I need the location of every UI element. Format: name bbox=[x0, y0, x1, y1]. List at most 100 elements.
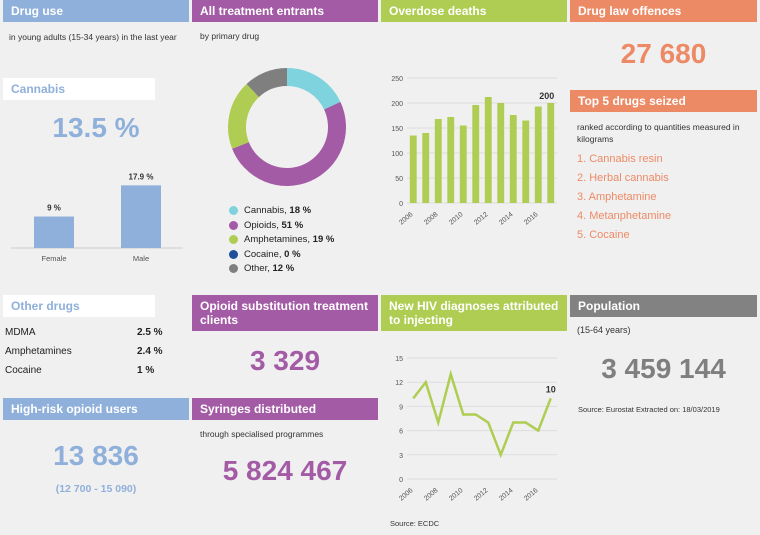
bar-female-value: 9 % bbox=[47, 204, 61, 213]
seized-header: Top 5 drugs seized bbox=[570, 90, 757, 112]
law-value: 27 680 bbox=[620, 38, 707, 69]
overdose-bar bbox=[422, 133, 430, 203]
legend-swatch bbox=[229, 235, 238, 244]
legend-label: Cocaine, bbox=[244, 248, 285, 260]
opioid-sub-title: Opioid substitution treatment clients bbox=[200, 299, 368, 327]
high-risk-range: (12 700 - 15 090) bbox=[55, 483, 137, 495]
legend-percent: 0 % bbox=[284, 248, 301, 260]
overdose-bar bbox=[459, 125, 467, 203]
legend-percent: 18 % bbox=[289, 205, 312, 216]
bar-male-label: Male bbox=[133, 254, 149, 263]
syringes-title: Syringes distributed bbox=[200, 402, 317, 416]
population-header: Population bbox=[570, 295, 757, 317]
overdose-bar bbox=[547, 103, 555, 203]
x-tick-label: 2014 bbox=[498, 211, 515, 226]
other-drug-name: Amphetamines bbox=[5, 346, 72, 357]
overdose-bar bbox=[522, 120, 530, 203]
y-tick-label: 9 bbox=[399, 404, 403, 411]
hiv-header: New HIV diagnoses attributed to injectin… bbox=[381, 295, 567, 331]
population-subtitle: (15-64 years) bbox=[577, 325, 631, 335]
y-tick-label: 12 bbox=[395, 380, 403, 387]
x-tick-label: 2010 bbox=[448, 211, 465, 226]
high-risk-title: High-risk opioid users bbox=[11, 402, 138, 416]
overdose-bar bbox=[472, 105, 480, 203]
bar-female bbox=[34, 216, 74, 248]
y-tick-label: 200 bbox=[391, 101, 403, 108]
treatment-subtitle: by primary drug bbox=[200, 31, 260, 41]
legend-percent: 19 % bbox=[312, 234, 335, 245]
legend-swatch bbox=[229, 249, 238, 259]
legend-item: Amphetamines, 19 % bbox=[229, 234, 334, 245]
hiv-line-chart: 0 3 6 9 12 15 2006 2008 2010 2012 2014 2016 10 bbox=[395, 356, 557, 503]
hiv-title: New HIV diagnoses attributed to injectin… bbox=[389, 299, 559, 327]
seized-item: 3. Amphetamine bbox=[577, 191, 657, 203]
y-tick-label: 0 bbox=[399, 201, 403, 208]
legend-label: Other, bbox=[244, 263, 273, 274]
hiv-series-line bbox=[412, 369, 552, 459]
y-tick-label: 3 bbox=[399, 453, 403, 460]
legend-label: Amphetamines, bbox=[244, 234, 313, 245]
overdose-bar bbox=[534, 106, 542, 203]
treatment-donut-chart bbox=[228, 68, 346, 186]
hiv-source: Source: ECDC bbox=[390, 519, 440, 528]
syringes-header: Syringes distributed bbox=[192, 398, 378, 420]
x-tick-label: 2012 bbox=[473, 487, 490, 502]
donut-slice-other bbox=[246, 68, 288, 98]
x-tick-label: 2006 bbox=[398, 211, 415, 226]
seized-subtitle: ranked according to quantities measured … bbox=[577, 122, 740, 144]
donut-slices bbox=[228, 68, 346, 186]
other-drug-value: 2.4 % bbox=[137, 346, 163, 357]
seized-item: 4. Metanphetamine bbox=[577, 210, 672, 222]
seized-item: 2. Herbal cannabis bbox=[577, 172, 669, 184]
overdose-bar bbox=[447, 117, 455, 203]
seized-title: Top 5 drugs seized bbox=[578, 94, 686, 108]
legend-item: Cocaine, 0 % bbox=[229, 249, 301, 260]
other-drugs-header: Other drugs bbox=[3, 295, 155, 317]
high-risk-header: High-risk opioid users bbox=[3, 398, 189, 420]
hiv-last-value: 10 bbox=[546, 384, 556, 394]
opioid-sub-header: Opioid substitution treatment clients bbox=[192, 295, 378, 331]
legend-item: Cannabis, 18 % bbox=[229, 205, 311, 216]
drug-use-header: Drug use bbox=[3, 0, 189, 22]
cannabis-gender-bar-chart: 9 % 17.9 % Female Male bbox=[11, 172, 183, 263]
legend-item: Opioids, 51 % bbox=[229, 220, 303, 231]
seized-item: 1. Cannabis resin bbox=[577, 153, 663, 165]
x-tick-label: 2010 bbox=[448, 487, 465, 502]
high-risk-value: 13 836 bbox=[53, 440, 139, 471]
bar-female-label: Female bbox=[41, 254, 66, 263]
y-tick-label: 50 bbox=[395, 176, 403, 183]
y-tick-label: 100 bbox=[391, 151, 403, 158]
overdose-bar bbox=[434, 119, 442, 203]
donut-slice-cannabis bbox=[286, 68, 341, 110]
overdose-bar bbox=[509, 115, 517, 203]
y-tick-label: 150 bbox=[391, 126, 403, 133]
other-drug-name: MDMA bbox=[5, 327, 36, 338]
overdose-last-value: 200 bbox=[539, 91, 554, 101]
x-tick-label: 2016 bbox=[523, 211, 540, 226]
legend-percent: 12 % bbox=[272, 263, 295, 274]
treatment-title: All treatment entrants bbox=[200, 4, 325, 18]
y-tick-label: 6 bbox=[399, 429, 403, 436]
bar-male bbox=[121, 185, 161, 248]
other-drugs-title: Other drugs bbox=[11, 299, 80, 313]
other-drug-value: 2.5 % bbox=[137, 327, 163, 338]
overdose-bar bbox=[497, 103, 505, 203]
legend-label: Cannabis, bbox=[244, 205, 290, 216]
overdose-bars bbox=[409, 97, 555, 203]
overdose-title: Overdose deaths bbox=[389, 4, 487, 18]
population-value: 3 459 144 bbox=[601, 353, 726, 384]
population-source: Source: Eurostat Extracted on: 18/03/201… bbox=[578, 405, 720, 414]
cannabis-label: Cannabis bbox=[11, 82, 66, 96]
overdose-bar bbox=[484, 97, 492, 203]
opioid-sub-value: 3 329 bbox=[249, 345, 321, 376]
hiv-axes: 0 3 6 9 12 15 2006 2008 2010 2012 2014 2016 bbox=[395, 356, 557, 503]
donut-slice-amphetamines bbox=[228, 83, 260, 149]
treatment-header: All treatment entrants bbox=[192, 0, 378, 22]
legend-percent: 51 % bbox=[281, 219, 304, 231]
cannabis-value: 13.5 % bbox=[52, 112, 140, 143]
y-tick-label: 15 bbox=[395, 356, 403, 363]
x-tick-label: 2012 bbox=[473, 211, 490, 226]
law-header: Drug law offences bbox=[570, 0, 757, 22]
donut-slice-opioids bbox=[232, 101, 346, 186]
